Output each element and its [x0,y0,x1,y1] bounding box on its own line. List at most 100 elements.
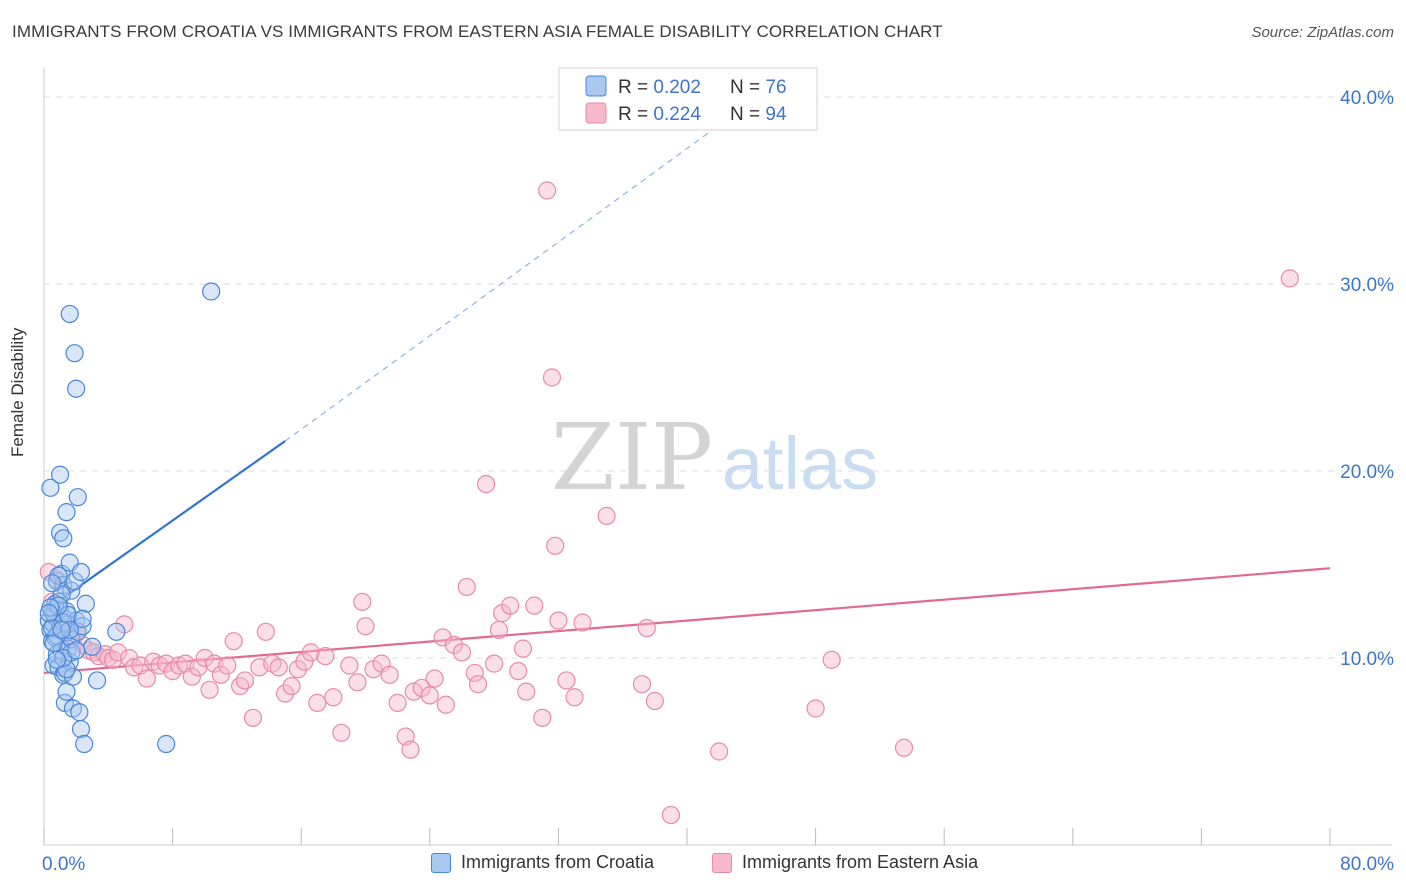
y-tick-label: 10.0% [1340,649,1394,670]
asia-point [513,639,533,658]
asia-point [256,622,275,641]
bottom-legend-label-croatia: Immigrants from Croatia [461,852,655,872]
croatia-point [59,605,78,625]
asia-point [324,688,343,707]
watermark-zip: ZIP [551,404,713,511]
asia-point [485,654,504,673]
y-tick-label: 40.0% [1340,88,1394,109]
asia-point [288,660,308,679]
legend-r-value-croatia: 0.202 [653,77,701,98]
croatia-point [41,478,60,497]
croatia-point [107,622,126,641]
croatia-trend-line [43,440,286,613]
legend-box: R = 0.202 N = 76 R = 0.224 N = 94 [558,67,818,131]
asia-point [195,648,214,668]
asia-point [420,686,439,705]
asia-point [1280,269,1299,288]
asia-point [235,671,255,690]
asia-point [557,671,576,690]
legend-r-label: R = 0.202 [618,77,701,98]
croatia-point [39,604,58,623]
asia-point [211,665,230,684]
asia-point [169,656,189,675]
asia-point [476,474,496,494]
croatia-point [42,574,62,593]
croatia-point [52,620,71,640]
legend-r-value-asia: 0.224 [653,104,701,125]
croatia-point [73,609,92,628]
asia-points [39,181,1299,825]
asia-point [218,656,237,675]
asia-point [533,708,552,727]
asia-point [525,596,544,615]
asia-point [457,577,476,597]
legend-n-label: N = 94 [730,104,787,125]
legend-n-label-text: N = [730,77,765,98]
croatia-point [57,660,76,679]
croatia-point [75,734,94,754]
asia-point [231,676,250,696]
asia-point [489,620,509,640]
asia-point [137,669,156,688]
source-label: Source: ZipAtlas.com [1251,24,1394,41]
asia-point [356,617,375,636]
asia-point [546,536,565,555]
croatia-point [202,282,221,301]
croatia-point [67,641,86,660]
legend-n-value-croatia: 76 [765,77,786,98]
croatia-point [62,630,81,649]
croatia-point [49,566,68,585]
asia-swatch [712,852,732,873]
asia-point [597,506,616,525]
trend-lines [43,124,1331,675]
asia-point [565,688,584,707]
croatia-point [65,344,84,363]
bottom-legend-item-croatia[interactable]: Immigrants from Croatia [431,852,654,873]
asia-point [806,699,825,718]
croatia-trend-extension [284,124,720,442]
asia-point [200,680,219,699]
asia-point [549,611,568,630]
asia-point [243,708,263,727]
croatia-point [60,304,79,324]
asia-point [452,643,472,662]
asia-point [316,647,335,666]
croatia-point [76,594,95,613]
chart-title: IMMIGRANTS FROM CROATIA VS IMMIGRANTS FR… [12,22,943,41]
croatia-point [47,650,66,669]
asia-point [353,592,372,612]
croatia-point [70,703,89,722]
legend-r-label: R = 0.224 [618,104,701,125]
asia-point [894,738,914,757]
croatia-point [68,488,87,507]
asia-point [301,643,320,662]
asia-point [509,661,528,681]
croatia-point [71,562,91,582]
asia-point [468,675,488,694]
asia-point [224,632,243,651]
asia-point [501,596,520,615]
bottom-legend-item-asia[interactable]: Immigrants from Eastern Asia [712,852,978,873]
legend-swatch-asia [585,102,607,124]
asia-point [822,650,841,669]
legend-r-label-text: R = [618,104,653,125]
asia-point [108,643,128,662]
asia-point [269,658,288,677]
x-tick-label: 0.0% [42,854,85,875]
asia-point [282,676,301,696]
croatia-point [50,523,70,542]
bottom-legend: Immigrants from Croatia Immigrants from … [0,852,1406,878]
grid-lines [44,96,1392,659]
asia-point [661,805,681,825]
legend-n-label-text: N = [730,104,765,125]
croatia-point [65,572,84,591]
asia-point [436,695,455,714]
asia-point [637,618,656,638]
asia-point [388,693,407,712]
asia-point [308,693,327,712]
croatia-point [57,503,76,522]
asia-point [465,663,484,683]
legend-r-label-text: R = [618,77,653,98]
y-tick-label: 30.0% [1340,275,1394,296]
